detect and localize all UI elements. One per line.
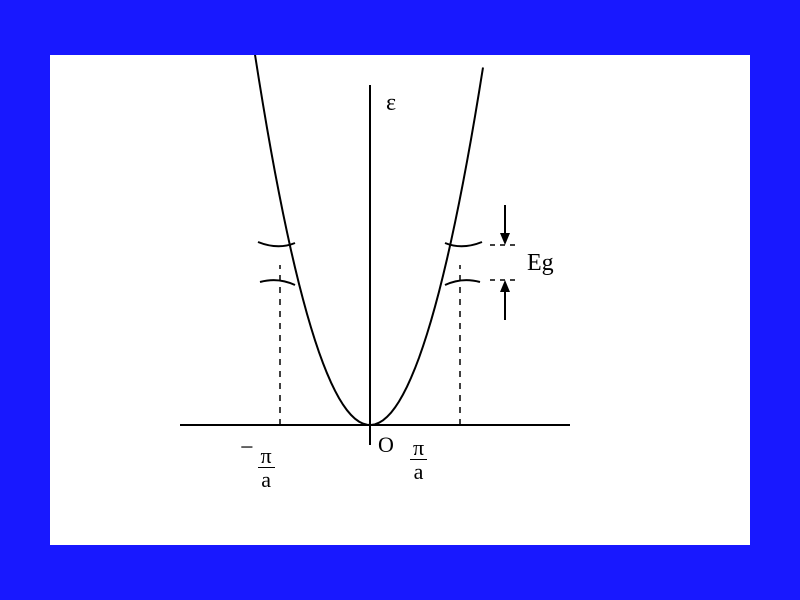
- diagram-panel: ε O −πa πa Eg: [50, 55, 750, 545]
- energy-band-diagram: [50, 55, 750, 545]
- lower-band-edge-right: [445, 280, 480, 285]
- origin-label: O: [378, 432, 394, 458]
- y-axis-label: ε: [386, 90, 396, 117]
- x-tick-pos-label: πa: [410, 435, 427, 483]
- gap-arrow-up-head: [500, 280, 510, 292]
- minus-sign: −: [240, 435, 254, 461]
- gap-arrow-down-head: [500, 233, 510, 245]
- x-tick-neg-label: −πa: [240, 435, 275, 491]
- energy-gap-label: Eg: [527, 250, 554, 277]
- lower-band-edge-left: [260, 280, 295, 285]
